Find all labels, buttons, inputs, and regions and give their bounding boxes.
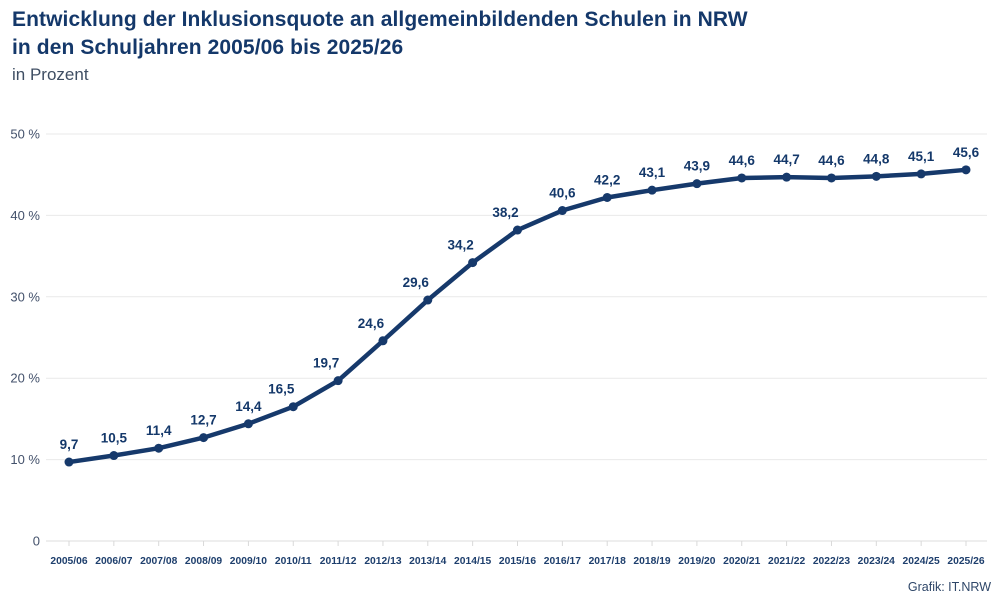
x-tick-label: 2014/15 [454,556,491,567]
data-point-label: 42,2 [594,172,620,187]
data-point [154,443,164,453]
data-point [826,173,836,183]
x-tick-label: 2007/08 [140,556,177,567]
y-tick-label: 40 % [10,208,40,223]
data-point-label: 45,6 [953,145,980,160]
y-tick-label: 30 % [10,289,40,304]
data-point-label: 44,6 [729,153,756,168]
x-tick-label: 2019/20 [678,556,715,567]
y-tick-label: 20 % [10,371,40,386]
x-tick-label: 2009/10 [230,556,267,567]
x-tick-label: 2023/24 [858,556,895,567]
data-point [916,169,926,179]
x-tick-label: 2012/13 [364,556,401,567]
data-point [692,179,702,189]
data-point-label: 11,4 [146,423,172,438]
x-tick-label: 2025/26 [947,556,984,567]
data-point-label: 40,6 [549,186,576,201]
data-point [378,336,388,346]
data-point [288,402,298,412]
data-point-label: 19,7 [313,356,339,371]
data-point-label: 44,8 [863,151,890,166]
data-point-label: 43,1 [639,165,666,180]
x-tick-label: 2006/07 [95,556,132,567]
x-tick-label: 2021/22 [768,556,805,567]
data-point [602,192,612,202]
data-point [737,173,747,183]
data-point [199,433,209,443]
data-point-label: 44,6 [818,153,845,168]
chart-subtitle: in Prozent [12,65,89,84]
data-point-label: 43,9 [684,159,710,174]
x-tick-label: 2017/18 [589,556,626,567]
data-point-label: 14,4 [235,399,262,414]
x-tick-label: 2011/12 [320,556,357,567]
x-tick-label: 2020/21 [723,556,760,567]
data-point [423,295,433,305]
chart-title-line2: in den Schuljahren 2005/06 bis 2025/26 [12,36,404,59]
data-point-label: 10,5 [101,431,128,446]
data-point [243,419,253,429]
data-point [333,376,343,386]
chart-header: Entwicklung der Inklusionsquote an allge… [12,6,972,86]
data-point [782,172,792,182]
data-point-label: 45,1 [908,149,935,164]
data-point [871,171,881,181]
data-point [109,451,119,461]
data-point-label: 38,2 [492,205,518,220]
source-credit: Grafik: IT.NRW [907,580,991,594]
y-tick-label: 10 % [10,452,40,467]
x-tick-label: 2022/23 [813,556,850,567]
data-point [557,206,567,216]
data-point-label: 16,5 [268,382,295,397]
x-tick-label: 2016/17 [544,556,581,567]
x-tick-label: 2013/14 [409,556,446,567]
data-point [647,185,657,195]
data-point-label: 29,6 [403,275,430,290]
data-point-label: 34,2 [448,238,474,253]
x-tick-label: 2010/11 [275,556,312,567]
data-point-label: 9,7 [60,437,79,452]
chart-title-line1: Entwicklung der Inklusionsquote an allge… [12,8,748,31]
x-tick-label: 2005/06 [50,556,87,567]
x-tick-label: 2018/19 [633,556,670,567]
data-point-label: 12,7 [190,413,216,428]
chart-title: Entwicklung der Inklusionsquote an allge… [12,6,972,62]
y-tick-label: 50 % [10,127,40,142]
x-tick-label: 2024/25 [903,556,940,567]
data-point-label: 44,7 [773,152,799,167]
data-point-label: 24,6 [358,316,385,331]
data-point [961,165,971,175]
x-tick-label: 2015/16 [499,556,536,567]
data-point [513,225,522,235]
x-tick-label: 2008/09 [185,556,222,567]
y-tick-label: 0 [33,534,40,549]
data-point [468,258,478,268]
data-point [64,457,74,467]
